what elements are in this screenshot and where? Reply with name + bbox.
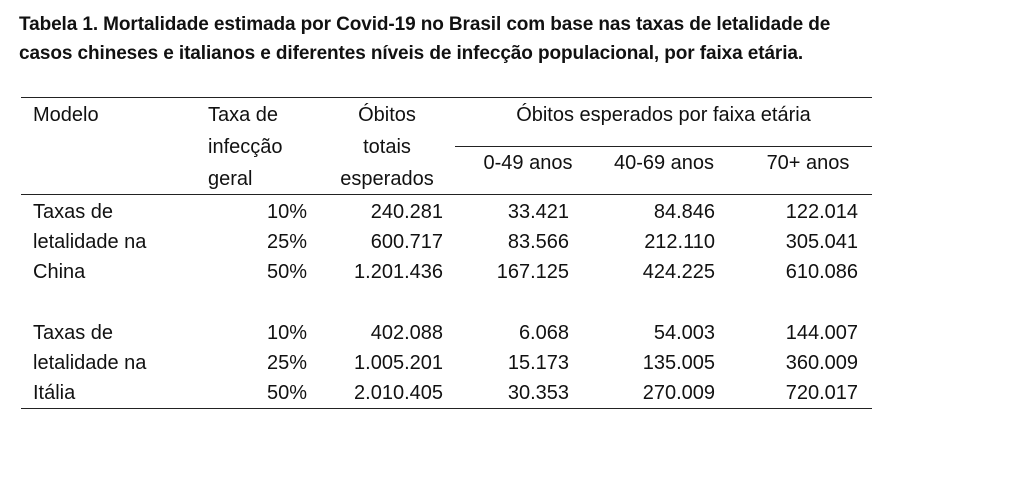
cell-age-70: 305.041 [785,231,858,253]
mortality-table: Modelo Taxa de infecção geral Óbitos tot… [21,97,872,409]
cell-age-70: 144.007 [785,322,858,344]
model-label: letalidade na [33,352,147,374]
caption-line-2: casos chineses e italianos e diferentes … [19,43,804,64]
cell-age-0-49: 83.566 [507,231,569,253]
cell-total: 240.281 [370,201,443,223]
cell-age-40-69: 424.225 [642,261,715,283]
header-taxa-line-1: Taxa de [208,104,279,126]
cell-total: 600.717 [370,231,443,253]
header-taxa-line-3: geral [208,168,253,190]
model-label: Taxas de [33,201,114,223]
cell-age-40-69: 270.009 [642,382,715,404]
cell-age-0-49: 6.068 [518,322,569,344]
cell-total: 2.010.405 [354,382,443,404]
cell-total: 1.201.436 [354,261,443,283]
table-caption: Tabela 1. Mortalidade estimada por Covid… [19,10,1004,68]
cell-age-40-69: 212.110 [644,231,715,253]
cell-total: 402.088 [370,322,443,344]
header-modelo: Modelo [33,104,99,126]
header-obitos-line-3: esperados [340,168,434,190]
header-age-70: 70+ anos [766,152,850,174]
cell-rate: 50% [266,261,307,283]
cell-age-70: 360.009 [785,352,858,374]
cell-age-0-49: 167.125 [496,261,569,283]
group-header-rule [455,146,872,147]
header-bottom-rule [21,194,872,195]
cell-age-70: 610.086 [785,261,858,283]
header-obitos-line-2: totais [363,136,411,158]
model-label: Itália [33,382,76,404]
cell-rate: 25% [266,231,307,253]
table-top-rule [21,97,872,98]
cell-age-40-69: 135.005 [642,352,715,374]
cell-age-0-49: 30.353 [507,382,569,404]
model-label: letalidade na [33,231,147,253]
cell-age-40-69: 84.846 [653,201,715,223]
header-age-40-69: 40-69 anos [613,152,715,174]
cell-total: 1.005.201 [354,352,443,374]
cell-rate: 10% [266,201,307,223]
cell-age-70: 122.014 [785,201,858,223]
cell-rate: 10% [266,322,307,344]
cell-rate: 50% [266,382,307,404]
model-label: China [33,261,86,283]
cell-age-40-69: 54.003 [653,322,715,344]
header-age-0-49: 0-49 anos [483,152,573,174]
header-taxa-line-2: infecção [208,136,283,158]
table-bottom-rule [21,408,872,409]
model-label: Taxas de [33,322,114,344]
header-obitos-line-1: Óbitos [358,104,416,126]
caption-line-1: Tabela 1. Mortalidade estimada por Covid… [19,14,831,35]
cell-rate: 25% [266,352,307,374]
cell-age-0-49: 15.173 [507,352,569,374]
cell-age-70: 720.017 [785,382,858,404]
cell-age-0-49: 33.421 [507,201,569,223]
header-group: Óbitos esperados por faixa etária [516,104,811,126]
